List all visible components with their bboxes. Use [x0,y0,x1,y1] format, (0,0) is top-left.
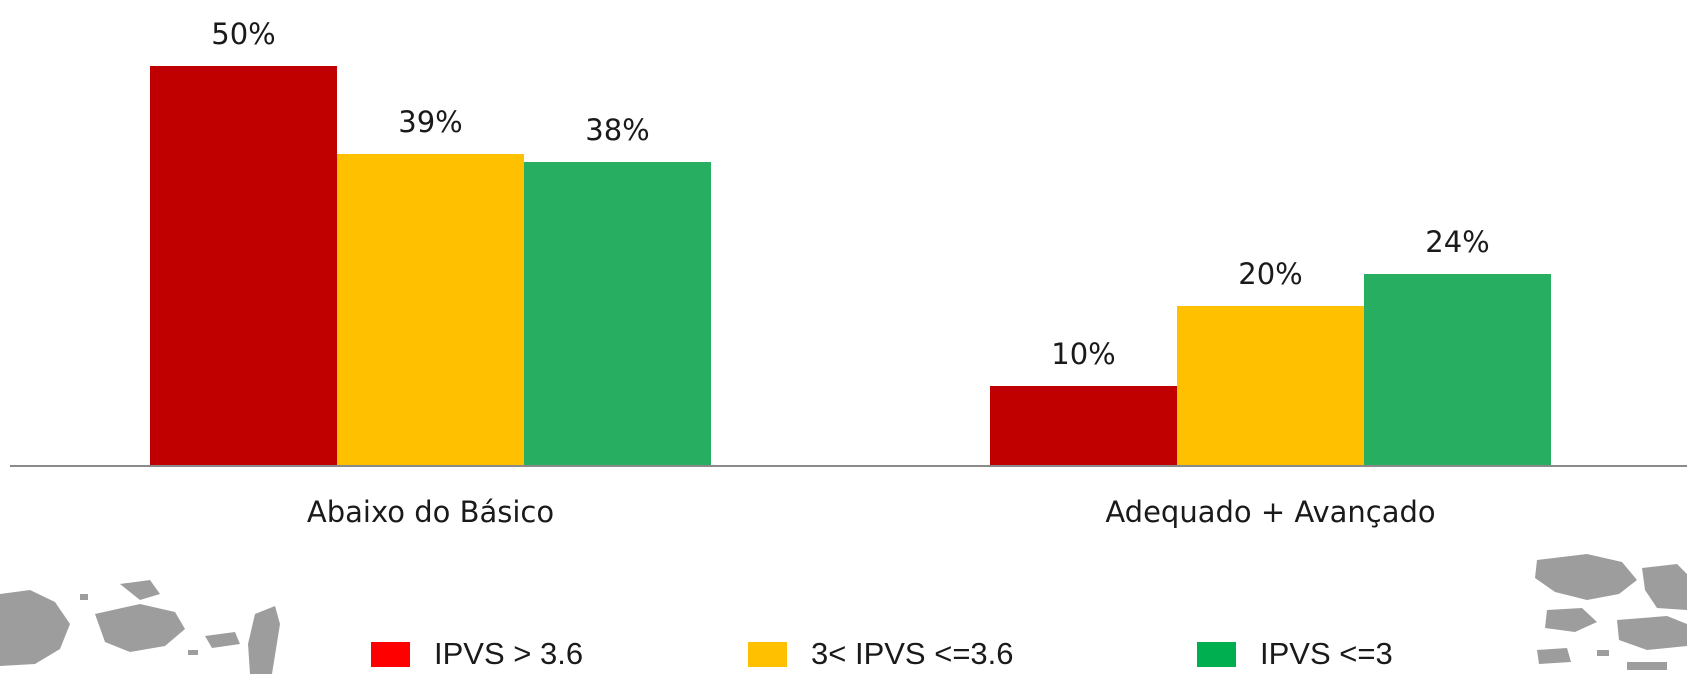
bar-chart: 50% 39% 38% 10% 20% 24% Abaixo do Básico Adequ… [10,17,1687,529]
legend-label-2: 3< IPVS <=3.6 [811,636,1014,671]
data-label-2-3: 24% [1425,225,1489,259]
bar-2-1 [990,386,1177,466]
legend-label-3: IPVS <=3 [1260,636,1393,671]
bar-1-3 [524,162,711,466]
legend-swatch-1 [371,641,410,667]
world-map-right-icon [1535,554,1687,670]
bar-2-2 [1177,306,1364,466]
data-label-1-2: 39% [398,105,462,139]
legend-item-1: IPVS > 3.6 [371,636,583,672]
legend-swatch-2 [748,641,787,667]
legend-label-1: IPVS > 3.6 [434,636,584,671]
category-label-2: Adequado + Avançado [1105,495,1435,529]
data-label-2-2: 20% [1238,257,1302,291]
bar-1-2 [337,154,524,466]
data-label-2-1: 10% [1051,337,1115,371]
data-label-1-1: 50% [211,17,275,51]
world-map-left-icon [0,580,280,674]
data-label-1-3: 38% [585,113,649,147]
bar-2-3 [1364,274,1551,466]
legend: IPVS > 3.6 3< IPVS <=3.6 IPVS <=3 [0,636,1687,674]
bar-1-1 [150,66,337,466]
legend-item-2: 3< IPVS <=3.6 [748,636,1014,672]
category-label-1: Abaixo do Básico [307,495,554,529]
legend-swatch-3 [1197,641,1236,667]
legend-item-3: IPVS <=3 [1197,636,1393,672]
